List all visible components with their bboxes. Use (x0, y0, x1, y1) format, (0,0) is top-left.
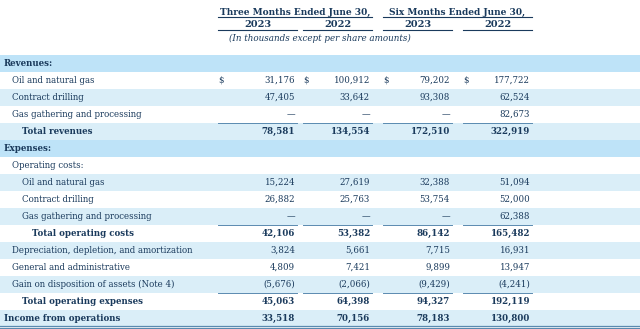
Text: 3,824: 3,824 (270, 246, 295, 255)
Bar (0, 174, 640, 191)
Text: $: $ (463, 76, 468, 85)
Text: Gas gathering and processing: Gas gathering and processing (22, 212, 152, 221)
Text: 4,809: 4,809 (270, 263, 295, 272)
Text: 93,308: 93,308 (420, 93, 450, 102)
Text: 53,754: 53,754 (420, 195, 450, 204)
Text: 7,421: 7,421 (345, 263, 370, 272)
Text: 45,063: 45,063 (262, 297, 295, 306)
Bar (0, 293, 640, 310)
Bar (0, 208, 640, 225)
Text: 165,482: 165,482 (490, 229, 530, 238)
Text: (2,066): (2,066) (338, 280, 370, 289)
Text: Three Months Ended June 30,: Three Months Ended June 30, (220, 8, 370, 17)
Text: 78,581: 78,581 (262, 127, 295, 136)
Text: 82,673: 82,673 (500, 110, 530, 119)
Text: Gain on disposition of assets (Note 4): Gain on disposition of assets (Note 4) (12, 280, 175, 289)
Text: 2022: 2022 (324, 20, 351, 29)
Text: 70,156: 70,156 (337, 314, 370, 323)
Text: Depreciation, depletion, and amortization: Depreciation, depletion, and amortizatio… (12, 246, 193, 255)
Text: 5,661: 5,661 (345, 246, 370, 255)
Text: Contract drilling: Contract drilling (12, 93, 84, 102)
Text: 47,405: 47,405 (264, 93, 295, 102)
Text: —: — (362, 212, 370, 221)
Bar (0, 310, 640, 327)
Bar (0, 123, 640, 140)
Text: General and administrative: General and administrative (12, 263, 130, 272)
Bar (0, 55, 640, 72)
Text: (4,241): (4,241) (498, 280, 530, 289)
Text: 27,619: 27,619 (339, 178, 370, 187)
Text: Income from operations: Income from operations (4, 314, 120, 323)
Text: 2023: 2023 (404, 20, 431, 29)
Bar (0, 242, 640, 259)
Text: 13,947: 13,947 (500, 263, 530, 272)
Text: Total revenues: Total revenues (22, 127, 93, 136)
Text: —: — (286, 110, 295, 119)
Bar (0, 72, 640, 89)
Text: Six Months Ended June 30,: Six Months Ended June 30, (389, 8, 525, 17)
Text: —: — (286, 212, 295, 221)
Text: 33,518: 33,518 (262, 314, 295, 323)
Text: 62,524: 62,524 (500, 93, 530, 102)
Text: 177,722: 177,722 (494, 76, 530, 85)
Text: 52,000: 52,000 (499, 195, 530, 204)
Text: —: — (442, 110, 450, 119)
Text: 15,224: 15,224 (264, 178, 295, 187)
Text: 25,763: 25,763 (340, 195, 370, 204)
Text: (5,676): (5,676) (263, 280, 295, 289)
Text: 26,882: 26,882 (264, 195, 295, 204)
Text: 2022: 2022 (484, 20, 511, 29)
Text: 130,800: 130,800 (491, 314, 530, 323)
Bar (0, 157, 640, 174)
Text: Total operating costs: Total operating costs (32, 229, 134, 238)
Text: 322,919: 322,919 (491, 127, 530, 136)
Bar (0, 259, 640, 276)
Text: 2023: 2023 (244, 20, 271, 29)
Text: 100,912: 100,912 (333, 76, 370, 85)
Text: 32,388: 32,388 (420, 178, 450, 187)
Text: 62,388: 62,388 (499, 212, 530, 221)
Bar (0, 225, 640, 242)
Text: 42,106: 42,106 (262, 229, 295, 238)
Text: 9,899: 9,899 (425, 263, 450, 272)
Text: $: $ (383, 76, 388, 85)
Bar (0, 89, 640, 106)
Text: 86,142: 86,142 (417, 229, 450, 238)
Text: Oil and natural gas: Oil and natural gas (12, 76, 95, 85)
Bar (0, 276, 640, 293)
Text: (9,429): (9,429) (419, 280, 450, 289)
Text: Oil and natural gas: Oil and natural gas (22, 178, 104, 187)
Text: 172,510: 172,510 (411, 127, 450, 136)
Text: 134,554: 134,554 (330, 127, 370, 136)
Text: 16,931: 16,931 (499, 246, 530, 255)
Text: 192,119: 192,119 (490, 297, 530, 306)
Text: —: — (362, 110, 370, 119)
Text: 51,094: 51,094 (499, 178, 530, 187)
Text: 79,202: 79,202 (419, 76, 450, 85)
Text: Expenses:: Expenses: (4, 144, 52, 153)
Text: Operating costs:: Operating costs: (12, 161, 83, 170)
Text: 64,398: 64,398 (337, 297, 370, 306)
Text: 7,715: 7,715 (425, 246, 450, 255)
Text: $: $ (218, 76, 223, 85)
Text: —: — (442, 212, 450, 221)
Text: Revenues:: Revenues: (4, 59, 53, 68)
Text: (In thousands except per share amounts): (In thousands except per share amounts) (229, 34, 411, 43)
Bar (0, 140, 640, 157)
Text: 78,183: 78,183 (417, 314, 450, 323)
Text: Contract drilling: Contract drilling (22, 195, 93, 204)
Text: Gas gathering and processing: Gas gathering and processing (12, 110, 141, 119)
Text: $: $ (303, 76, 308, 85)
Text: 31,176: 31,176 (264, 76, 295, 85)
Text: Total operating expenses: Total operating expenses (22, 297, 143, 306)
Text: 94,327: 94,327 (417, 297, 450, 306)
Bar (0, 106, 640, 123)
Text: 53,382: 53,382 (337, 229, 370, 238)
Bar (0, 191, 640, 208)
Text: 33,642: 33,642 (340, 93, 370, 102)
